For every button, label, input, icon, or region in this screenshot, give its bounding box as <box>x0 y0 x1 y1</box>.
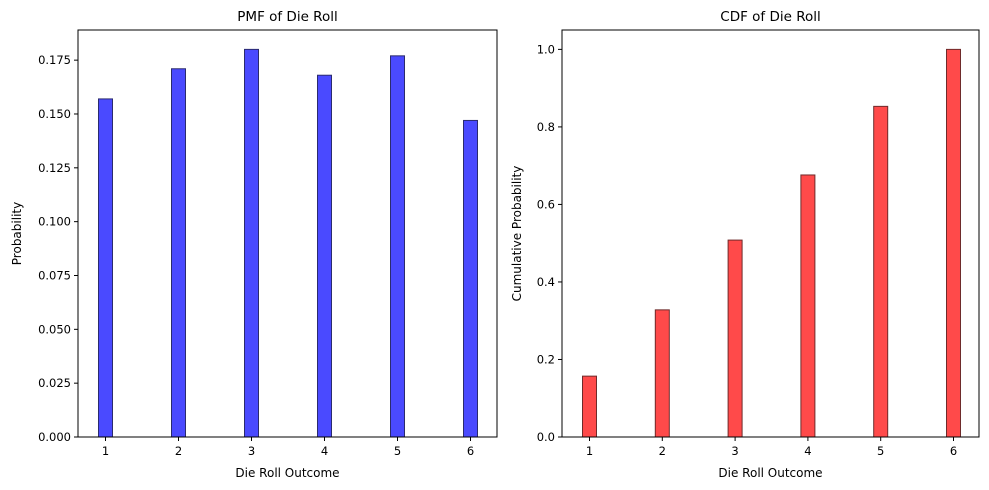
pmf-x-axis-label: Die Roll Outcome <box>235 466 339 480</box>
pmf-y-tick-label: 0.025 <box>38 376 71 390</box>
pmf-y-tick-label: 0.150 <box>38 107 71 121</box>
chart-pmf: PMF of Die Roll 0.000 0.025 0.050 0.075 0.10… <box>10 9 498 480</box>
pmf-x-tick-label: 5 <box>394 444 401 458</box>
pmf-bar-1 <box>98 98 113 438</box>
cdf-y-tick-label: 0.8 <box>537 120 555 134</box>
pmf-x-tick-label: 2 <box>175 444 182 458</box>
cdf-bar-4 <box>800 174 816 438</box>
cdf-x-axis-label: Die Roll Outcome <box>718 466 822 480</box>
cdf-bar-2 <box>654 309 670 438</box>
pmf-y-tick-label: 0.175 <box>38 53 71 67</box>
cdf-x-ticks: 1 2 3 4 5 6 <box>586 437 957 458</box>
pmf-bar-2 <box>171 68 186 438</box>
cdf-bar-1 <box>582 375 597 438</box>
pmf-x-tick-label: 6 <box>467 444 474 458</box>
cdf-bar-5 <box>873 105 889 438</box>
cdf-x-tick-label: 2 <box>659 444 666 458</box>
cdf-title: CDF of Die Roll <box>720 9 820 25</box>
cdf-x-tick-label: 5 <box>877 444 884 458</box>
pmf-y-tick-label: 0.000 <box>38 430 71 444</box>
pmf-x-tick-label: 1 <box>102 444 109 458</box>
cdf-bars <box>582 48 961 438</box>
cdf-x-tick-label: 6 <box>950 444 957 458</box>
pmf-bar-6 <box>463 119 478 438</box>
cdf-y-axis-label: Cumulative Probability <box>510 166 524 302</box>
pmf-bar-5 <box>390 55 405 438</box>
pmf-bars <box>98 48 478 438</box>
cdf-y-tick-label: 0.2 <box>537 352 555 366</box>
pmf-y-ticks: 0.000 0.025 0.050 0.075 0.100 0.125 0.150 0.175 <box>38 53 78 444</box>
pmf-y-tick-label: 0.100 <box>38 215 71 229</box>
pmf-y-tick-label: 0.050 <box>38 322 71 336</box>
chart-cdf: CDF of Die Roll 0.0 0.2 0.4 0.6 0.8 1.0 1 2 3 4 5… <box>510 9 980 480</box>
cdf-x-tick-label: 3 <box>731 444 738 458</box>
cdf-y-tick-label: 0.6 <box>537 197 555 211</box>
cdf-y-ticks: 0.0 0.2 0.4 0.6 0.8 1.0 <box>537 42 562 444</box>
pmf-axes-frame <box>77 29 498 438</box>
pmf-bar-3 <box>244 48 259 438</box>
pmf-title: PMF of Die Roll <box>237 9 337 25</box>
cdf-y-tick-label: 0.0 <box>537 430 555 444</box>
cdf-y-tick-label: 0.4 <box>537 275 555 289</box>
pmf-y-tick-label: 0.075 <box>38 268 71 282</box>
pmf-y-axis-label: Probability <box>10 202 24 265</box>
cdf-bar-6 <box>946 48 961 438</box>
pmf-x-tick-label: 3 <box>248 444 255 458</box>
pmf-x-tick-label: 4 <box>321 444 328 458</box>
pmf-y-tick-label: 0.125 <box>38 161 71 175</box>
cdf-axes-frame <box>561 29 980 438</box>
cdf-x-tick-label: 1 <box>586 444 593 458</box>
pmf-bar-4 <box>317 74 332 438</box>
cdf-x-tick-label: 4 <box>804 444 811 458</box>
cdf-y-tick-label: 1.0 <box>537 42 555 56</box>
cdf-bar-3 <box>727 239 743 438</box>
pmf-x-ticks: 1 2 3 4 5 6 <box>102 437 474 458</box>
